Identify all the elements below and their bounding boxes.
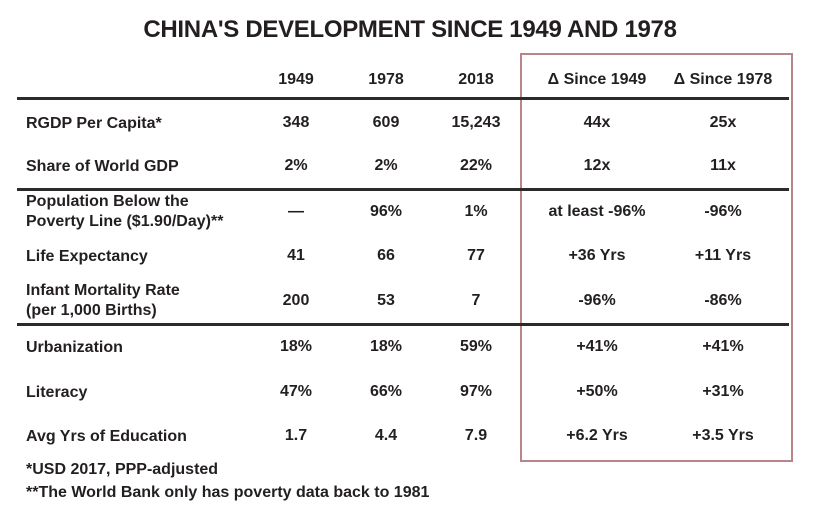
- col-header-delta-1978: Δ Since 1978: [673, 71, 773, 88]
- table-cell: 97%: [459, 383, 493, 400]
- row-label: Literacy: [26, 384, 88, 401]
- table-cell: 12x: [583, 157, 611, 174]
- row-label: RGDP Per Capita*: [26, 115, 162, 132]
- table-cell: +41%: [576, 338, 618, 355]
- footnote-1: *USD 2017, PPP-adjusted: [26, 461, 219, 478]
- col-header-1949: 1949: [278, 71, 314, 88]
- table-cell: 11x: [710, 157, 736, 174]
- table-cell: 96%: [369, 203, 403, 220]
- table-title: CHINA'S DEVELOPMENT SINCE 1949 AND 1978: [143, 16, 677, 43]
- row-label-line: Poverty Line ($1.90/Day)**: [26, 213, 224, 230]
- table-cell: +11 Yrs: [694, 247, 752, 264]
- table-cell: 22%: [459, 157, 493, 174]
- col-header-delta-1949: Δ Since 1949: [547, 71, 647, 88]
- row-label: Infant Mortality Rate (per 1,000 Births): [26, 281, 266, 321]
- delta-highlight-box: [520, 53, 793, 462]
- table-cell: 18%: [369, 338, 403, 355]
- row-label: Population Below the Poverty Line ($1.90/…: [26, 192, 266, 232]
- table-cell: -86%: [704, 292, 742, 309]
- table-cell: 18%: [279, 338, 313, 355]
- table-cell: -96%: [578, 292, 616, 309]
- table-cell: 7.9: [464, 427, 488, 444]
- table-cell: 2%: [284, 157, 308, 174]
- footnote-2: **The World Bank only has poverty data b…: [26, 484, 430, 501]
- table-cell: -96%: [704, 203, 742, 220]
- table-cell: 2%: [374, 157, 398, 174]
- table-cell: 59%: [459, 338, 493, 355]
- table-cell: 7: [471, 292, 481, 309]
- table-cell: 4.4: [374, 427, 398, 444]
- table-cell: 41: [287, 247, 305, 264]
- table-cell: 1.7: [284, 427, 308, 444]
- row-label: Urbanization: [26, 339, 123, 356]
- section-rule-1: [17, 188, 789, 191]
- table-cell: 66: [377, 247, 395, 264]
- table-cell: +50%: [576, 383, 618, 400]
- col-header-2018: 2018: [458, 71, 494, 88]
- row-label-line: (per 1,000 Births): [26, 302, 157, 319]
- table-cell: +3.5 Yrs: [692, 427, 754, 444]
- row-label: Share of World GDP: [26, 158, 179, 175]
- row-label-line: Infant Mortality Rate: [26, 282, 180, 299]
- table-cell: 348: [282, 114, 310, 131]
- table-cell: 44x: [583, 114, 611, 131]
- table-cell: +41%: [702, 338, 744, 355]
- table-cell: 200: [282, 292, 310, 309]
- table-cell: at least -96%: [548, 203, 646, 220]
- table-cell: +6.2 Yrs: [566, 427, 628, 444]
- table-cell: —: [288, 203, 304, 220]
- table-cell: 47%: [279, 383, 313, 400]
- table-cell: 53: [377, 292, 395, 309]
- header-rule: [17, 97, 789, 100]
- table-cell: +36 Yrs: [568, 247, 626, 264]
- row-label: Avg Yrs of Education: [26, 428, 187, 445]
- table-cell: 1%: [464, 203, 488, 220]
- row-label: Life Expectancy: [26, 248, 148, 265]
- table-cell: 15,243: [451, 114, 501, 131]
- section-rule-2: [17, 323, 789, 326]
- table-cell: 66%: [369, 383, 403, 400]
- table-cell: +31%: [702, 383, 744, 400]
- row-label-line: Population Below the: [26, 193, 189, 210]
- col-header-1978: 1978: [368, 71, 404, 88]
- table-cell: 25x: [709, 114, 737, 131]
- table-cell: 77: [467, 247, 485, 264]
- table-cell: 609: [372, 114, 400, 131]
